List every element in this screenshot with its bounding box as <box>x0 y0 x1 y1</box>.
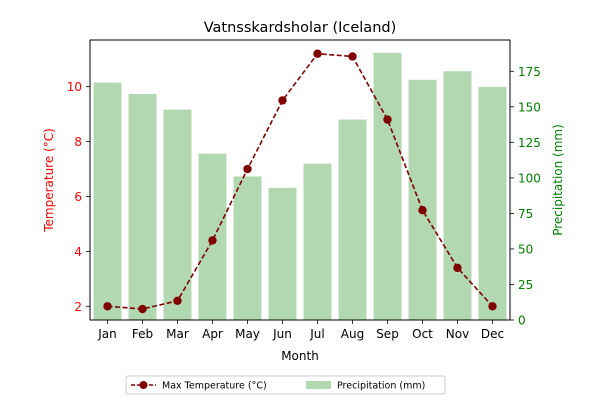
x-axis-label: Month <box>281 349 319 363</box>
x-tick-label: Dec <box>481 327 504 341</box>
legend-entry-temperature: Max Temperature (°C) <box>162 381 267 392</box>
x-tick-label: Mar <box>166 327 189 341</box>
precip-bar-dec <box>478 86 507 320</box>
temperature-point-may <box>243 164 252 174</box>
temperature-line <box>107 52 494 310</box>
bars-layer <box>93 52 507 321</box>
x-tick-label: Jan <box>97 327 117 341</box>
x-tick-label: Jun <box>272 327 292 341</box>
temperature-point-feb <box>138 304 147 314</box>
line-layer <box>103 49 497 314</box>
y-left-tick-label: 2 <box>74 300 82 314</box>
y-right-tick-label: 25 <box>518 278 533 292</box>
y-right-tick-label: 75 <box>518 207 533 221</box>
legend: Max Temperature (°C) Precipitation (mm) <box>125 375 446 395</box>
x-tick-label: Feb <box>132 327 153 341</box>
y-axis-left: 2 4 6 8 10 <box>67 80 90 314</box>
plot-frame <box>89 39 511 321</box>
precip-bar-sep <box>373 52 402 321</box>
precip-bar-feb <box>128 94 157 320</box>
y-right-tick-label: 125 <box>518 136 541 150</box>
x-tick-label: Nov <box>446 327 469 341</box>
legend-bar-swatch <box>306 381 331 389</box>
y-right-tick-label: 175 <box>518 65 541 79</box>
y-left-tick-label: 10 <box>67 80 82 94</box>
precip-bar-jun <box>268 187 297 320</box>
chart-title: Vatnsskardsholar (Iceland) <box>204 20 397 36</box>
y-left-tick-label: 8 <box>74 135 82 149</box>
y-axis-right: 0 25 50 75 100 125 150 175 <box>510 65 541 328</box>
legend-marker-swatch <box>139 381 148 389</box>
temperature-point-apr <box>208 236 217 245</box>
precip-bar-oct <box>408 79 437 320</box>
precip-bar-jan <box>93 82 122 321</box>
x-tick-label: Sep <box>376 327 399 341</box>
precip-bar-nov <box>443 71 472 320</box>
x-axis: Jan Feb Mar Apr May Jun Jul Aug Sep Oct Nov Dec <box>97 320 504 341</box>
x-tick-label: Oct <box>412 327 433 341</box>
legend-box <box>125 375 446 395</box>
temperature-point-dec <box>488 302 497 311</box>
x-tick-label: Jul <box>309 327 324 341</box>
temperature-point-nov <box>453 263 462 273</box>
y-right-tick-label: 50 <box>518 242 533 256</box>
y-left-tick-label: 4 <box>74 245 82 259</box>
precip-bar-mar <box>163 109 192 320</box>
y-right-tick-label: 150 <box>518 100 541 114</box>
y-axis-right-label: Precipitation (mm) <box>551 124 565 236</box>
x-tick-label: May <box>235 327 260 341</box>
y-axis-left-label: Temperature (°C) <box>42 128 56 233</box>
temperature-point-jun <box>278 96 287 105</box>
temperature-point-mar <box>173 296 182 305</box>
temperature-point-jul <box>313 49 322 58</box>
precip-bar-may <box>233 176 262 320</box>
x-tick-label: Aug <box>341 327 364 341</box>
precip-bar-jul <box>303 163 332 320</box>
temperature-point-oct <box>418 205 427 215</box>
temperature-point-jan <box>103 302 112 311</box>
x-tick-label: Apr <box>202 327 223 341</box>
precip-bar-aug <box>338 119 367 321</box>
y-left-tick-label: 6 <box>74 190 82 204</box>
legend-entry-precipitation: Precipitation (mm) <box>337 381 425 392</box>
temperature-point-sep <box>383 115 392 124</box>
y-right-tick-label: 100 <box>518 171 541 185</box>
y-right-tick-label: 0 <box>518 314 526 328</box>
temperature-point-aug <box>348 52 357 61</box>
